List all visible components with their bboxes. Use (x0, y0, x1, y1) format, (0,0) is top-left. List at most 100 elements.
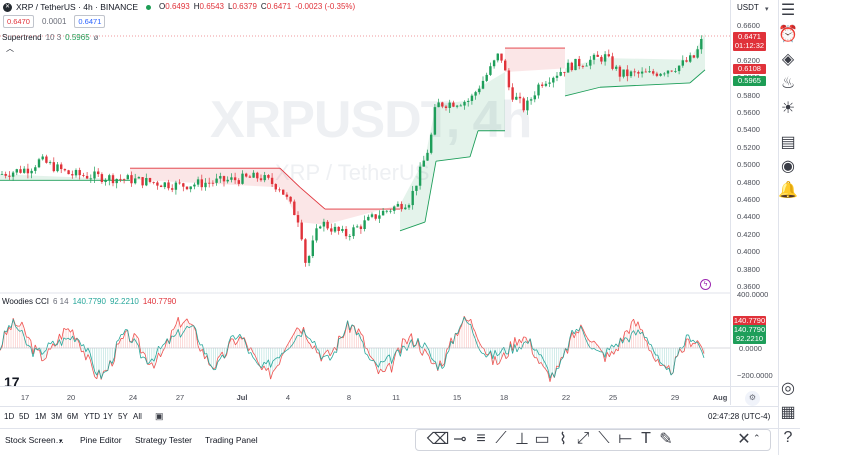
alerts-clock-icon[interactable]: ⏰ (778, 26, 798, 43)
bottom-tab[interactable]: Trading Panel (205, 435, 258, 445)
cci-line (270, 371, 274, 380)
collapse-legend-icon[interactable]: ︿ (6, 44, 14, 53)
notifications-bell-icon[interactable]: 🔔 (778, 182, 798, 199)
settings-gear-icon[interactable]: ⚙ (745, 391, 760, 406)
candle-body (278, 189, 281, 191)
timeframe-ytd[interactable]: YTD (84, 412, 100, 421)
horizontal-line-icon[interactable]: ⊸ (453, 431, 467, 448)
turbo-cci-line (611, 344, 615, 348)
rectangle-icon[interactable]: ▭ (534, 431, 550, 448)
candle-body (100, 174, 104, 182)
vertical-line-icon[interactable]: ⊥ (515, 431, 529, 448)
time-tick: 27 (175, 393, 185, 402)
currency-dropdown-icon[interactable]: ▾ (765, 6, 769, 13)
cci-line (243, 337, 247, 344)
candle-body (670, 70, 673, 72)
cci-legend[interactable]: Woodies CCI 6 14 140.7790 92.2210 140.77… (2, 297, 177, 306)
turbo-cci-line (389, 354, 392, 364)
clock-display[interactable]: 02:47:28 (UTC-4) (708, 412, 771, 421)
cci-line (59, 333, 62, 340)
parallel-channel-icon[interactable]: ≡ (476, 430, 486, 447)
horizontal-ray-icon[interactable]: ⟝ (618, 430, 632, 447)
supertrend-legend[interactable]: Supertrend 10 3 0.5965 ø (2, 33, 99, 42)
trend-line-icon[interactable]: ⟋ (495, 430, 507, 447)
turbo-cci-line (215, 361, 219, 370)
buy-price-box[interactable]: 0.6471 (74, 15, 106, 28)
text-tool-icon[interactable]: T (641, 430, 651, 447)
timeframe-1d[interactable]: 1D (4, 412, 15, 421)
turbo-cci-line (250, 352, 254, 358)
candle-body (467, 100, 470, 102)
close-toolbar-icon[interactable]: ✕ (737, 431, 751, 448)
turbo-cci-line (408, 339, 412, 345)
supertrend-segment (399, 221, 426, 232)
candle-body (115, 178, 118, 184)
candle-body (637, 72, 640, 74)
timeframe-3m[interactable]: 3M (51, 412, 63, 421)
candle-body (182, 183, 185, 187)
candle-body (681, 60, 684, 66)
candle-body (274, 184, 277, 190)
ideas-bulb-icon[interactable]: ☀ (780, 100, 796, 117)
turbo-cci-line (439, 363, 443, 369)
cci-line (356, 328, 359, 335)
ohlc-high: H0.6543 (193, 2, 224, 11)
turbo-cci-line (140, 356, 144, 359)
symbol-legend[interactable]: ✕ XRP / TetherUS · 4h · BINANCE O0.6493 … (3, 2, 355, 12)
supertrend-segment (564, 86, 601, 97)
eraser-icon[interactable]: ⌫ (426, 431, 450, 448)
watchlist-icon[interactable]: ☰ (780, 2, 796, 19)
cci-line (411, 333, 414, 346)
lightning-icon[interactable]: ϟ (700, 279, 711, 290)
spread-value: 0.0001 (41, 16, 67, 26)
candle-body (156, 182, 159, 186)
timeframe-6m[interactable]: 6M (67, 412, 79, 421)
bottom-panel (0, 428, 800, 455)
timeframe-1y[interactable]: 1Y (103, 412, 113, 421)
ray-icon[interactable]: ⤢ (576, 430, 590, 447)
turbo-cci-line (274, 357, 278, 360)
currency-label[interactable]: USDT (737, 3, 759, 12)
date-range-icon[interactable]: ▣ (155, 411, 164, 421)
candle-body (574, 58, 577, 71)
timeframe-5y[interactable]: 5Y (118, 412, 128, 421)
bottom-tab[interactable]: Pine Editor (80, 435, 122, 445)
cci-line (173, 324, 177, 330)
screener-dropdown-icon[interactable]: ▾ (59, 438, 63, 445)
hotlist-fire-icon[interactable]: ♨ (780, 75, 796, 92)
timeframe-all[interactable]: All (133, 412, 142, 421)
price-axis[interactable] (730, 0, 778, 405)
bottom-tab[interactable]: Strategy Tester (135, 435, 193, 445)
timeframe-1m[interactable]: 1M (35, 412, 47, 421)
time-axis[interactable] (0, 386, 778, 406)
cci-line (56, 333, 60, 344)
calendar-icon[interactable]: ▦ (780, 404, 796, 421)
candle-body (696, 49, 699, 58)
cci-line (510, 341, 513, 351)
price-tick: 0.4600 (737, 195, 760, 204)
turbo-cci-line (492, 350, 496, 360)
turbo-cci-line (331, 351, 335, 358)
turbo-cci-line (12, 319, 16, 327)
hidden-eye-icon[interactable]: ø (93, 33, 99, 42)
layers-icon[interactable]: ◈ (781, 51, 795, 68)
bottom-tab[interactable]: Stock Screen… (5, 435, 65, 445)
help-icon[interactable]: ? (783, 429, 793, 446)
turbo-cci-line (536, 349, 540, 355)
target-icon[interactable]: ◎ (781, 380, 795, 397)
chat-icon[interactable]: ▤ (780, 134, 796, 151)
candle-body (52, 162, 55, 172)
extended-line-icon[interactable]: ⟍ (598, 430, 610, 447)
price-chart-canvas[interactable] (0, 0, 730, 405)
sell-price-box[interactable]: 0.6470 (3, 15, 34, 28)
timeframe-5d[interactable]: 5D (19, 412, 30, 421)
cci-line (21, 321, 25, 329)
streams-icon[interactable]: ◉ (781, 158, 795, 175)
brush-icon[interactable]: ✎ (659, 431, 673, 448)
turbo-cci-line (327, 354, 331, 361)
candle-body (633, 71, 636, 73)
candle-body (622, 69, 625, 77)
chevron-up-icon[interactable]: ⌃ (753, 433, 761, 443)
path-icon[interactable]: ⌇ (559, 431, 567, 448)
turbo-cci-line (166, 338, 170, 345)
